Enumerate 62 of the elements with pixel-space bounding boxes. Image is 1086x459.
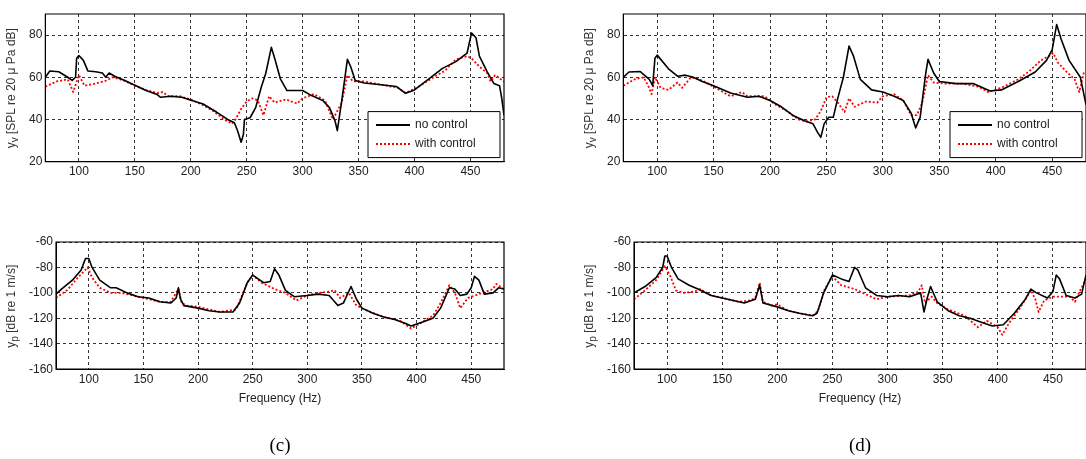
x-tick-label: 450	[1042, 371, 1064, 386]
legend-label: no control	[415, 117, 468, 132]
x-tick-label: 300	[872, 164, 894, 179]
y-tick-label: -120	[28, 310, 54, 325]
x-tick-label: 150	[712, 371, 733, 386]
x-tick-label: 100	[78, 371, 100, 386]
y-tick-label: -100	[606, 285, 632, 300]
x-tick-label: 200	[180, 164, 202, 179]
y-tick-label: -80	[613, 259, 632, 274]
y-tick-label: -160	[28, 361, 54, 376]
x-tick-label: 150	[703, 164, 724, 179]
x-tick-label: 250	[822, 371, 843, 386]
y-tick-label: -140	[28, 336, 54, 351]
x-tick-label: 250	[242, 371, 264, 386]
y-tick-label: -80	[35, 259, 54, 274]
x-tick-label: 350	[929, 164, 950, 179]
x-tick-label: 400	[987, 371, 1009, 386]
line-series	[634, 265, 1086, 336]
y-tick-label: 20	[28, 153, 43, 168]
y-tick-label: 80	[28, 27, 43, 42]
text: (d)	[847, 434, 873, 456]
y-tick-label: -60	[35, 234, 54, 249]
x-tick-label: 300	[292, 164, 313, 179]
x-tick-label: 400	[404, 164, 425, 179]
x-tick-label: 400	[985, 164, 1007, 179]
x-tick-label: 150	[133, 371, 154, 386]
y-tick-label: 80	[606, 27, 621, 42]
x-axis-title: Frequency (Hz)	[238, 391, 322, 406]
y-tick-label: -160	[606, 361, 632, 376]
legend-label: no control	[997, 117, 1050, 132]
x-tick-label: 250	[816, 164, 837, 179]
y-tick-label: 40	[28, 111, 43, 126]
x-tick-label: 350	[932, 371, 954, 386]
legend-label: with control	[996, 136, 1058, 151]
x-tick-label: 300	[877, 371, 898, 386]
x-tick-label: 300	[297, 371, 318, 386]
x-tick-label: 450	[461, 371, 482, 386]
line-series	[56, 266, 504, 330]
y-tick-label: 60	[606, 69, 621, 84]
y-tick-label: 60	[28, 69, 43, 84]
y-tick-label: 40	[606, 111, 621, 126]
x-tick-label: 200	[767, 371, 788, 386]
y-tick-label: 20	[606, 153, 621, 168]
x-tick-label: 400	[406, 371, 427, 386]
x-tick-label: 250	[236, 164, 258, 179]
x-axis-title: Frequency (Hz)	[818, 391, 902, 406]
x-tick-label: 100	[657, 371, 678, 386]
x-tick-label: 450	[1042, 164, 1063, 179]
x-tick-label: 450	[460, 164, 481, 179]
x-tick-label: 100	[68, 164, 90, 179]
legend-label: with control	[414, 136, 476, 151]
y-tick-label: -120	[606, 310, 632, 325]
x-tick-label: 200	[760, 164, 781, 179]
text: (c)	[268, 434, 292, 456]
x-tick-label: 150	[124, 164, 146, 179]
y-tick-label: -60	[613, 234, 632, 249]
y-tick-label: -100	[28, 285, 54, 300]
x-tick-label: 100	[647, 164, 668, 179]
x-tick-label: 350	[351, 371, 373, 386]
x-tick-label: 200	[188, 371, 209, 386]
y-tick-label: -140	[606, 336, 632, 351]
x-tick-label: 350	[348, 164, 369, 179]
